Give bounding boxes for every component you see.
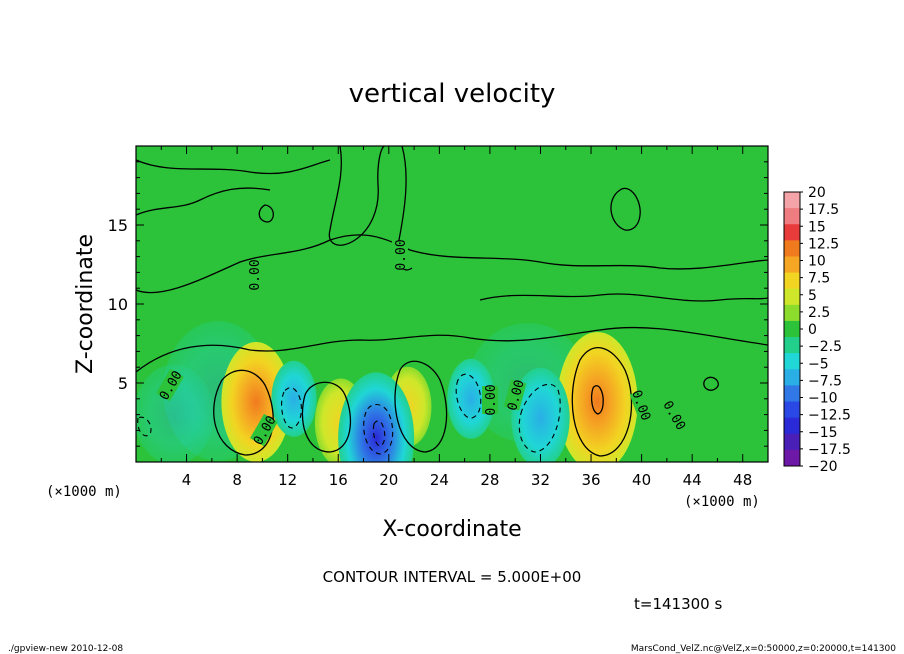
colorbar-label: 5 <box>808 288 817 304</box>
colorbar-swatch <box>784 337 800 354</box>
colorbar-swatch <box>784 288 800 306</box>
colorbar-label: −17.5 <box>808 442 851 458</box>
colorbar-label: 2.5 <box>808 305 830 321</box>
colorbar-swatch <box>784 320 800 338</box>
colorbar-swatch <box>784 272 800 290</box>
contour-label-bg <box>482 386 498 414</box>
colorbar-label: 20 <box>808 185 826 201</box>
time-label: t=141300 s <box>634 595 722 613</box>
background-field-2 <box>136 364 214 462</box>
colorbar-swatch <box>784 369 800 386</box>
contour-label: 0.00 <box>394 239 409 270</box>
colorbar-swatch <box>784 401 800 419</box>
colorbar-label: 0 <box>808 322 817 338</box>
colorbar-label: −2.5 <box>808 339 842 355</box>
contour-label: 0.00 <box>248 259 263 290</box>
colorbar-swatch <box>784 449 800 467</box>
colorbar-label: −15 <box>808 425 838 441</box>
y-tick-label: 5 <box>118 374 128 393</box>
contour-label-bg <box>156 368 184 402</box>
colorbar-label: 7.5 <box>808 271 830 287</box>
plot-area: 0.000.000.000.000.00 0.00 0.00 0.00 <box>136 146 768 462</box>
colorbar-label: −20 <box>808 459 838 475</box>
x-tick-label: 16 <box>329 471 348 489</box>
colorbar-swatch <box>784 256 800 274</box>
y-axis-label: Z-coordinate <box>73 234 98 374</box>
x-tick-label: 32 <box>531 471 550 489</box>
footer-right: MarsCond_VelZ.nc@VelZ,x=0:50000,z=0:2000… <box>631 644 896 654</box>
contour-label: 0.00 <box>484 384 499 415</box>
updraft-cell <box>557 331 638 462</box>
colorbar-label: 12.5 <box>808 236 839 252</box>
y-tick-label: 10 <box>108 295 128 314</box>
x-axis-ticks: 4 8 12 16 20 24 28 32 36 40 44 48 <box>160 146 769 489</box>
colorbar-swatch <box>784 192 800 209</box>
chart-title: vertical velocity <box>349 79 556 109</box>
x-tick-label: 4 <box>182 471 192 489</box>
x-tick-label: 20 <box>379 471 398 489</box>
x-tick-label: 36 <box>581 471 600 489</box>
y-axis-ticks: 5 10 15 <box>108 161 768 447</box>
colorbar-swatch <box>784 385 800 403</box>
colorbar-swatch <box>784 240 800 257</box>
contour-label-bg <box>629 389 655 421</box>
contour-label-bg <box>246 261 262 289</box>
footer-left: ./gpview-new 2010-12-08 <box>8 644 123 654</box>
y-tick-label: 15 <box>108 216 128 235</box>
colorbar-label: 15 <box>808 219 826 235</box>
contour-label-bg <box>250 413 278 447</box>
updraft-cell <box>221 341 291 462</box>
x-tick-label: 24 <box>430 471 449 489</box>
x-tick-label: 28 <box>480 471 499 489</box>
colorbar-label: −10 <box>808 391 838 407</box>
colorbar-label: −7.5 <box>808 373 842 389</box>
colorbar-swatch <box>784 417 800 435</box>
contour-label-bg <box>661 398 689 432</box>
downdraft-cell <box>511 367 570 462</box>
x-tick-label: 44 <box>683 471 702 489</box>
zero-contours <box>136 146 768 457</box>
colorbar-label: −5 <box>808 356 829 372</box>
x-tick-label: 12 <box>278 471 297 489</box>
contour-label-bg <box>503 379 527 411</box>
x-unit-left: (×1000 m) <box>46 484 122 500</box>
colorbar-swatch <box>784 433 800 451</box>
colorbar-label: 10 <box>808 254 826 270</box>
x-tick-label: 8 <box>232 471 242 489</box>
colorbar-swatch <box>784 304 800 322</box>
downdraft-cell <box>447 358 495 439</box>
x-axis-label: X-coordinate <box>382 517 521 542</box>
colorbar-swatch <box>784 353 800 370</box>
downdraft-cell <box>271 360 317 437</box>
colorbar-label: 17.5 <box>808 202 839 218</box>
x-tick-label: 40 <box>632 471 651 489</box>
colorbar-swatch <box>784 224 800 241</box>
contour-label-bg <box>392 241 408 269</box>
downdraft-cell <box>338 372 415 462</box>
colorbar-swatch <box>784 208 800 225</box>
negative-contours <box>137 373 561 455</box>
contour-interval: CONTOUR INTERVAL = 5.000E+00 <box>323 568 582 586</box>
x-unit-right: (×1000 m) <box>684 494 760 510</box>
colorbar-label: −12.5 <box>808 408 851 424</box>
x-tick-label: 48 <box>733 471 752 489</box>
